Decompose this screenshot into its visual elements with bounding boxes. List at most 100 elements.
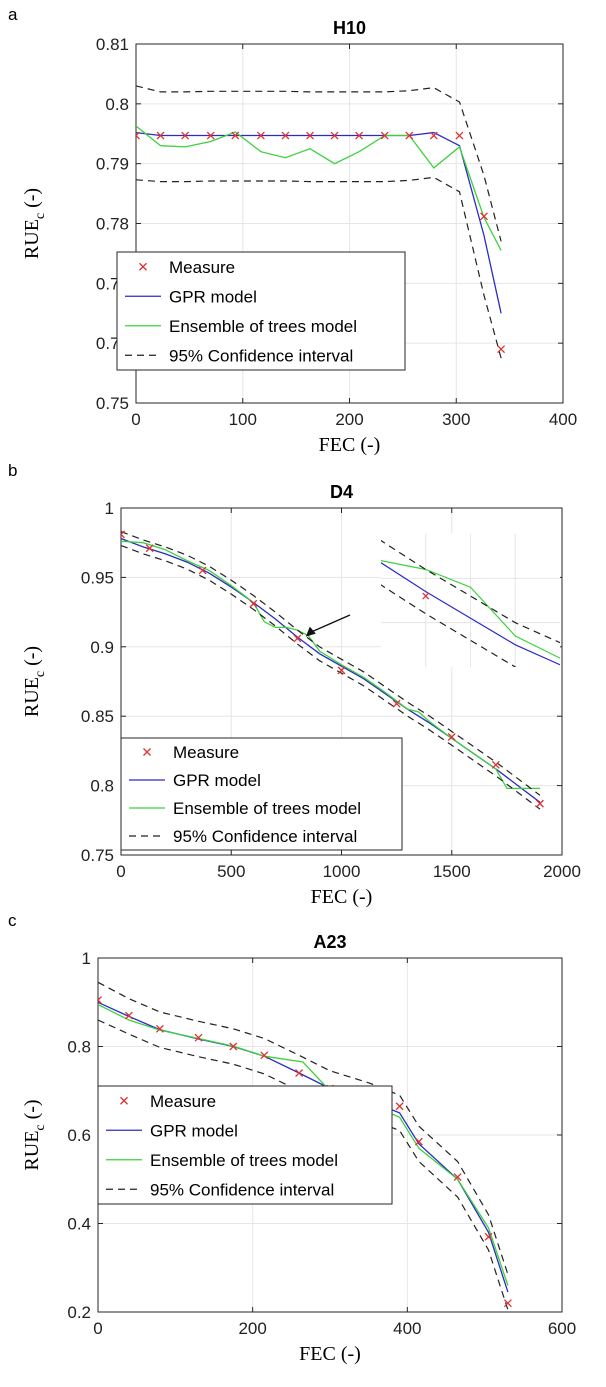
data-point-measure: [337, 666, 346, 675]
series-line-confidence: [121, 531, 541, 796]
data-point-measure: [455, 131, 464, 140]
x-tick-label: 400: [549, 410, 577, 429]
data-layer: [136, 85, 506, 359]
y-tick-label: 0.85: [81, 707, 114, 726]
inset-data-point: [422, 592, 430, 600]
series-line-ensemble: [136, 125, 502, 251]
y-tick-label: 0.9: [90, 638, 114, 657]
legend-label: Measure: [169, 258, 235, 277]
data-point-measure: [249, 599, 258, 608]
data-point-measure: [429, 131, 438, 140]
data-point-measure: [484, 1232, 493, 1241]
data-point-measure: [194, 1033, 203, 1042]
y-axis-label: RUEc (-): [21, 1099, 48, 1170]
panel-letter: b: [8, 461, 17, 480]
data-point-measure: [414, 1137, 423, 1146]
data-point-measure: [535, 799, 544, 808]
series-line-ensemble: [98, 1003, 509, 1286]
series-line-confidence: [136, 85, 502, 242]
x-tick-label: 0: [116, 862, 125, 881]
legend: Measure GPR model Ensemble of trees model 9…: [120, 737, 403, 851]
x-tick-label: 100: [229, 410, 257, 429]
x-axis-label: FEC (-): [299, 1343, 361, 1365]
data-point-measure: [395, 1102, 404, 1111]
data-layer: [121, 530, 544, 810]
y-tick-label: 0.8: [90, 777, 114, 796]
legend-label: 95% Confidence interval: [169, 346, 353, 365]
inset-series-line: [381, 539, 560, 644]
legend-label: GPR model: [169, 287, 257, 306]
zoom-arrow-head: [305, 626, 316, 637]
data-point-measure: [124, 1011, 133, 1020]
data-point-measure: [480, 212, 488, 221]
x-tick-label: 2000: [543, 862, 581, 881]
legend-label: 95% Confidence interval: [150, 1180, 334, 1199]
data-point-measure: [136, 131, 140, 140]
series-line-confidence: [121, 544, 541, 810]
x-tick-label: 1500: [433, 862, 471, 881]
legend: Measure GPR model Ensemble of trees model 9…: [116, 251, 406, 371]
x-tick-label: 600: [548, 1319, 576, 1338]
chart-panel-c: c 0 200 400 600 0.2 0.4 0.6 0.8 1 A23 FEC (-) RUEc (…: [8, 911, 576, 1365]
series-line-ensemble: [121, 540, 540, 790]
data-point-measure: [392, 699, 401, 708]
series-line-gpr: [136, 131, 502, 314]
data-point-measure: [293, 634, 302, 643]
y-tick-label: 0.78: [96, 215, 129, 234]
y-tick-label: 0.4: [67, 1215, 91, 1234]
chart-title: A23: [313, 932, 346, 952]
x-tick-label: 500: [217, 862, 245, 881]
data-point-measure: [503, 1299, 512, 1308]
data-point-measure: [206, 131, 215, 140]
series-line-confidence: [98, 981, 509, 1275]
chart-title: H10: [333, 18, 366, 38]
legend-marker-measure: [139, 262, 147, 271]
data-point-measure: [295, 1069, 304, 1078]
data-point-measure: [181, 131, 190, 140]
data-point-measure: [491, 760, 500, 769]
chart-panel-a: a0 100 200 300 4000.750.760.770.780.790.80.8…: [8, 5, 577, 456]
data-point-measure: [156, 131, 165, 140]
y-axis-label: RUEc (-): [21, 646, 48, 717]
chart-title: D4: [330, 482, 353, 502]
x-tick-label: 1000: [323, 862, 361, 881]
data-point-measure: [355, 131, 364, 140]
data-point-measure: [447, 733, 456, 741]
x-tick-label: 0: [131, 410, 140, 429]
zoom-arrow: [309, 614, 351, 634]
inset-series-line: [381, 559, 560, 659]
legend-marker-measure: [120, 1096, 128, 1105]
y-tick-label: 1: [105, 499, 114, 518]
legend-label: GPR model: [173, 771, 261, 790]
legend-marker-measure: [143, 748, 151, 756]
data-point-measure: [229, 1042, 238, 1051]
data-point-measure: [145, 544, 154, 553]
legend-box: [97, 1085, 393, 1205]
legend-box: [120, 737, 403, 851]
y-tick-label: 0.95: [81, 568, 114, 587]
data-point-measure: [330, 131, 339, 140]
x-tick-label: 200: [238, 1319, 266, 1338]
y-tick-label: 0.8: [105, 95, 129, 114]
legend-label: 95% Confidence interval: [173, 827, 357, 846]
x-axis-label: FEC (-): [311, 886, 373, 908]
y-tick-label: 0.2: [67, 1303, 91, 1322]
data-point-measure: [260, 1051, 269, 1060]
panel-letter: a: [8, 5, 18, 24]
data-point-measure: [281, 131, 290, 140]
y-tick-label: 0.75: [81, 846, 114, 865]
inset-zoom: [381, 534, 560, 667]
data-point-measure: [453, 1173, 462, 1181]
data-point-measure: [256, 131, 265, 140]
y-tick-label: 0.75: [96, 394, 129, 413]
legend-box: [116, 251, 406, 371]
data-point-measure: [231, 131, 240, 140]
legend-label: Measure: [173, 743, 239, 762]
x-tick-label: 400: [393, 1319, 421, 1338]
inset-data-layer: [381, 539, 560, 667]
data-point-measure: [121, 530, 125, 539]
data-point-measure: [380, 131, 389, 140]
data-point-measure: [98, 996, 102, 1004]
x-tick-label: 300: [442, 410, 470, 429]
